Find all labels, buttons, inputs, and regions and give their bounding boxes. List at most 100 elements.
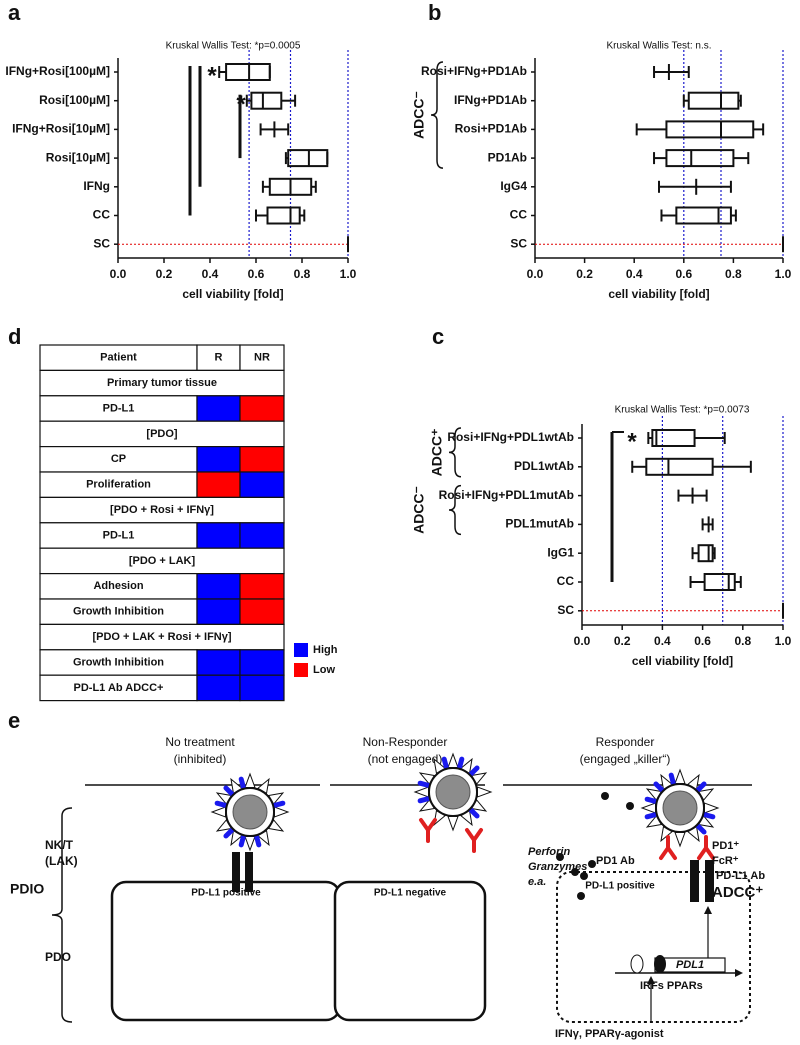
level-cell (239, 649, 285, 676)
receptor-triangle (674, 768, 686, 784)
column-subtitle: (engaged „killer“) (580, 752, 671, 766)
receptor-triangle (244, 836, 256, 852)
panel-label: e (8, 708, 20, 733)
receptor-triangle (674, 832, 686, 848)
x-tick-label: 1.0 (775, 267, 792, 281)
x-tick-label: 0.8 (294, 267, 311, 281)
fc-receptor (653, 781, 665, 793)
section-row (39, 623, 285, 651)
header-text: Patient (100, 352, 137, 364)
fc-receptor (468, 765, 480, 777)
section-row (39, 369, 285, 397)
level-cell (196, 395, 241, 422)
category-label: SC (93, 236, 110, 250)
row-label-cell (39, 572, 198, 600)
x-tick-label: 1.0 (340, 267, 357, 281)
row-label: PD-L1 (103, 529, 135, 541)
category-label: PDL1wtAb (514, 459, 574, 473)
box (697, 544, 714, 563)
row-label: Growth Inhibition (73, 656, 164, 668)
pd1-receptor (232, 852, 240, 892)
cell-label: PD-L1 negative (374, 888, 447, 899)
row-label-cell (39, 674, 198, 702)
x-tick-label: 0.4 (654, 634, 671, 648)
receptor-triangle (210, 806, 226, 818)
cytotoxin (577, 892, 585, 900)
section-row (39, 547, 285, 575)
ppar (654, 955, 666, 973)
brace (51, 807, 73, 1023)
fc-receptor (695, 823, 707, 835)
column-title: Non-Responder (363, 735, 448, 749)
category-label: SC (510, 236, 527, 250)
cytotoxin-label: Granzymes (528, 861, 587, 873)
x-tick-label: 1.0 (775, 634, 792, 648)
group-brace (430, 61, 444, 169)
category-label: IFNg+Rosi[100µM] (5, 64, 110, 78)
significance-star: * (236, 91, 246, 118)
box (665, 149, 735, 168)
level-cell (196, 471, 241, 498)
chart-title: Kruskal Wallis Test: *p=0.0073 (615, 405, 750, 416)
column-title: Responder (596, 735, 655, 749)
cell-label: PD-L1 positive (191, 888, 261, 899)
row-label: PD-L1 (103, 402, 135, 414)
x-axis-label: cell viability [fold] (632, 654, 733, 668)
category-label: CC (557, 574, 575, 588)
level-cell (196, 446, 241, 473)
group-brace (448, 484, 462, 536)
level-cell (239, 572, 285, 600)
legend-swatch (294, 643, 308, 657)
section-text: [PDO] (146, 428, 178, 440)
header-cell (239, 344, 285, 371)
x-tick-label: 0.2 (156, 267, 173, 281)
x-tick-label: 0.0 (527, 267, 544, 281)
fc-receptor (644, 812, 658, 820)
group-label: ADCC⁻ (411, 486, 427, 534)
category-label: IFNg+Rosi[10µM] (12, 122, 110, 136)
row-label: PDO (45, 950, 71, 964)
pd1-receptor (245, 852, 253, 892)
box (645, 457, 714, 476)
fc-receptor (238, 776, 246, 790)
adcc-label: ADCC⁺ (712, 884, 763, 901)
nucleus (662, 790, 698, 826)
box (687, 91, 740, 110)
organoid-cell (333, 880, 487, 1022)
antibody (465, 828, 483, 853)
chart-title: Kruskal Wallis Test: n.s. (606, 41, 711, 52)
category-label: IgG4 (500, 179, 527, 193)
box (651, 429, 696, 447)
level-cell (239, 446, 285, 473)
x-tick-label: 0.8 (725, 267, 742, 281)
legend-label: Low (313, 664, 335, 676)
x-tick-label: 0.2 (614, 634, 631, 648)
receptor-triangle (640, 802, 656, 814)
x-tick-label: 0.4 (626, 267, 643, 281)
stimulus-label: IFNγ, PPARγ-agonist (555, 1028, 664, 1040)
cytotoxin (626, 802, 634, 810)
category-label: SC (557, 603, 574, 617)
marker-label: PD1⁺ (712, 840, 739, 852)
fc-receptor (668, 772, 676, 786)
group-label: ADCC⁻ (411, 91, 427, 139)
fc-receptor (468, 807, 480, 819)
chart-title: Kruskal Wallis Test: *p=0.0005 (166, 41, 301, 52)
x-tick-label: 0.6 (675, 267, 692, 281)
row-label: Adhesion (93, 580, 143, 592)
level-cell (239, 598, 285, 625)
antibody (419, 818, 437, 843)
level-cell (239, 522, 285, 549)
level-cell (239, 395, 285, 422)
receptor-triangle (477, 786, 493, 798)
fc-receptor (457, 756, 465, 770)
x-tick-label: 0.4 (202, 267, 219, 281)
level-cell (196, 674, 241, 702)
row-label-cell (39, 471, 198, 498)
column-title: No treatment (165, 735, 235, 749)
receptor-triangle (704, 802, 720, 814)
cell-label: PD-L1 positive (585, 881, 655, 892)
category-label: CC (510, 208, 528, 222)
fc-receptor (254, 834, 262, 848)
fc-receptor (441, 756, 449, 770)
